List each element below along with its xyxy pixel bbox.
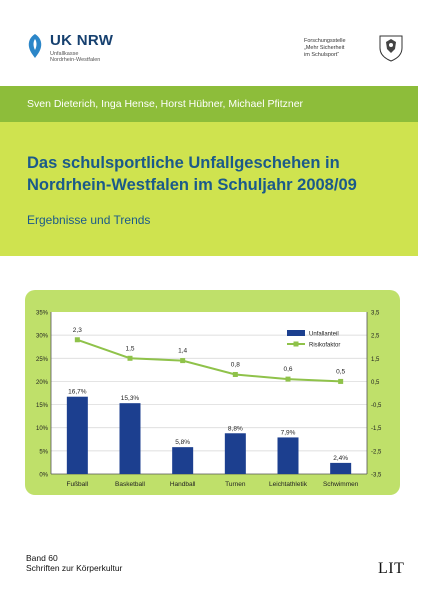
bar-basketball xyxy=(119,403,141,474)
bar-handball xyxy=(172,447,194,474)
risk-factor-label: 0,6 xyxy=(283,366,292,373)
risk-factor-label: 0,5 xyxy=(336,368,345,375)
risk-factor-line xyxy=(77,338,341,383)
university-seal-icon xyxy=(379,35,403,62)
y-left-tick-label: 30% xyxy=(36,334,49,340)
book-title-line-2: Nordrhein-Westfalen im Schuljahr 2008/09 xyxy=(27,176,357,194)
x-tick-label: Fußball xyxy=(66,481,88,488)
bar-value-label: 16,7% xyxy=(68,389,87,396)
y-right-tick-label: -2,5 xyxy=(371,449,382,455)
bar-value-label: 15,3% xyxy=(121,395,140,402)
y-left-tick-label: 10% xyxy=(36,426,49,432)
book-title-line-1: Das schulsportliche Unfallgeschehen in xyxy=(27,154,340,172)
risk-factor-point xyxy=(285,376,291,382)
uk-nrw-logo-sub-1: Unfallkasse xyxy=(50,51,79,57)
risk-factor-label: 0,8 xyxy=(231,361,240,368)
y-right-tick-label: 2,5 xyxy=(371,334,380,340)
plot-area xyxy=(51,312,367,474)
book-title: Das schulsportliche Unfallgeschehen in N… xyxy=(27,152,407,196)
book-subtitle: Ergebnisse und Trends xyxy=(27,213,151,227)
y-right-tick-label: 3,5 xyxy=(371,311,380,317)
risk-factor-point xyxy=(127,355,133,361)
author-band: Sven Dieterich, Inga Hense, Horst Hübner… xyxy=(0,86,418,122)
legend-label-unfallanteil: Unfallanteil xyxy=(309,332,339,338)
x-tick-label: Basketball xyxy=(115,481,146,488)
y-right-tick-label: 0,5 xyxy=(371,380,380,386)
research-unit-line-2: „Mehr Sicherheit xyxy=(304,45,345,51)
research-unit-logo: Forschungsstelle „Mehr Sicherheit im Sch… xyxy=(304,34,404,68)
legend-label-risikofaktor: Risikofaktor xyxy=(309,343,340,349)
series-title: Schriften zur Körperkultur xyxy=(26,563,123,573)
risk-factor-label: 1,5 xyxy=(125,345,134,352)
series-info: Band 60 Schriften zur Körperkultur xyxy=(26,553,122,573)
risk-factor-point xyxy=(74,337,80,343)
y-right-tick-label: -1,5 xyxy=(371,426,382,432)
uk-nrw-mark-icon xyxy=(28,34,42,58)
chart-panel: 0% 5% 10% 15% 20% 25% 30% 35% -3,5 -2,5 -1,5 -0,5 0,… xyxy=(25,290,400,495)
y-right-tick-label: 1,5 xyxy=(371,357,380,363)
bar-value-label: 8,8% xyxy=(228,425,243,432)
y-left-tick-label: 5% xyxy=(39,449,48,455)
risk-factor-point xyxy=(232,371,238,377)
risk-factor-point xyxy=(338,378,344,384)
research-unit-line-1: Forschungsstelle xyxy=(304,38,346,44)
bar-leichtathletik xyxy=(277,437,299,474)
uk-nrw-logo: UK NRW Unfallkasse Nordrhein-Westfalen xyxy=(26,32,136,72)
risk-factor-label: 2,3 xyxy=(73,327,82,334)
x-tick-label: Schwimmen xyxy=(323,481,359,488)
y-left-tick-label: 15% xyxy=(36,403,49,409)
bar-value-label: 2,4% xyxy=(333,455,348,462)
risk-factor-point xyxy=(180,358,186,364)
publisher-logo: LIT xyxy=(378,560,405,577)
y-left-tick-label: 35% xyxy=(36,311,49,317)
y-right-tick-label: -0,5 xyxy=(371,403,382,409)
uk-nrw-logo-title: UK NRW xyxy=(50,32,114,49)
y-left-tick-label: 20% xyxy=(36,380,49,386)
x-tick-label: Turnen xyxy=(225,481,246,488)
y-right-tick-label: -3,5 xyxy=(371,473,382,479)
bar-turnen xyxy=(224,433,246,474)
research-unit-line-3: im Schulsport“ xyxy=(304,52,340,58)
y-left-tick-label: 25% xyxy=(36,357,49,363)
y-left-tick-label: 0% xyxy=(39,473,48,479)
uk-nrw-logo-sub-2: Nordrhein-Westfalen xyxy=(50,57,101,63)
x-tick-label: Handball xyxy=(170,481,196,488)
authors: Sven Dieterich, Inga Hense, Horst Hübner… xyxy=(27,98,304,110)
legend-swatch-risikofaktor-point xyxy=(293,341,299,347)
risk-factor-label: 1,4 xyxy=(178,348,187,355)
bar-fußball xyxy=(66,396,88,474)
accident-chart: 0% 5% 10% 15% 20% 25% 30% 35% -3,5 -2,5 -1,5 -0,5 0,… xyxy=(36,311,382,489)
legend-swatch-unfallanteil xyxy=(287,330,305,336)
bar-schwimmen xyxy=(330,462,352,474)
bar-value-label: 5,8% xyxy=(175,439,190,446)
title-band: Das schulsportliche Unfallgeschehen in N… xyxy=(0,122,418,256)
band-number: Band 60 xyxy=(26,553,58,563)
x-tick-label: Leichtathletik xyxy=(269,481,308,488)
bar-value-label: 7,9% xyxy=(281,429,296,436)
